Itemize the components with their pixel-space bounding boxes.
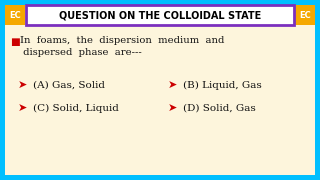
Text: In  foams,  the  dispersion  medium  and: In foams, the dispersion medium and: [20, 36, 224, 45]
Text: ➤: ➤: [18, 80, 28, 90]
Text: ➤: ➤: [18, 103, 28, 113]
Text: ➤: ➤: [168, 103, 177, 113]
Text: QUESTION ON THE COLLOIDAL STATE: QUESTION ON THE COLLOIDAL STATE: [59, 10, 261, 20]
Text: ■: ■: [10, 37, 20, 47]
Text: (B) Liquid, Gas: (B) Liquid, Gas: [183, 80, 262, 90]
Text: EC: EC: [9, 10, 21, 19]
Text: EC: EC: [299, 10, 311, 19]
Bar: [5, 5, 25, 25]
Bar: [295, 5, 315, 25]
Text: (A) Gas, Solid: (A) Gas, Solid: [33, 80, 105, 89]
Text: (D) Solid, Gas: (D) Solid, Gas: [183, 103, 256, 112]
Text: ➤: ➤: [168, 80, 177, 90]
FancyBboxPatch shape: [26, 5, 294, 25]
Text: dispersed  phase  are---: dispersed phase are---: [20, 48, 142, 57]
Text: (C) Solid, Liquid: (C) Solid, Liquid: [33, 103, 119, 112]
